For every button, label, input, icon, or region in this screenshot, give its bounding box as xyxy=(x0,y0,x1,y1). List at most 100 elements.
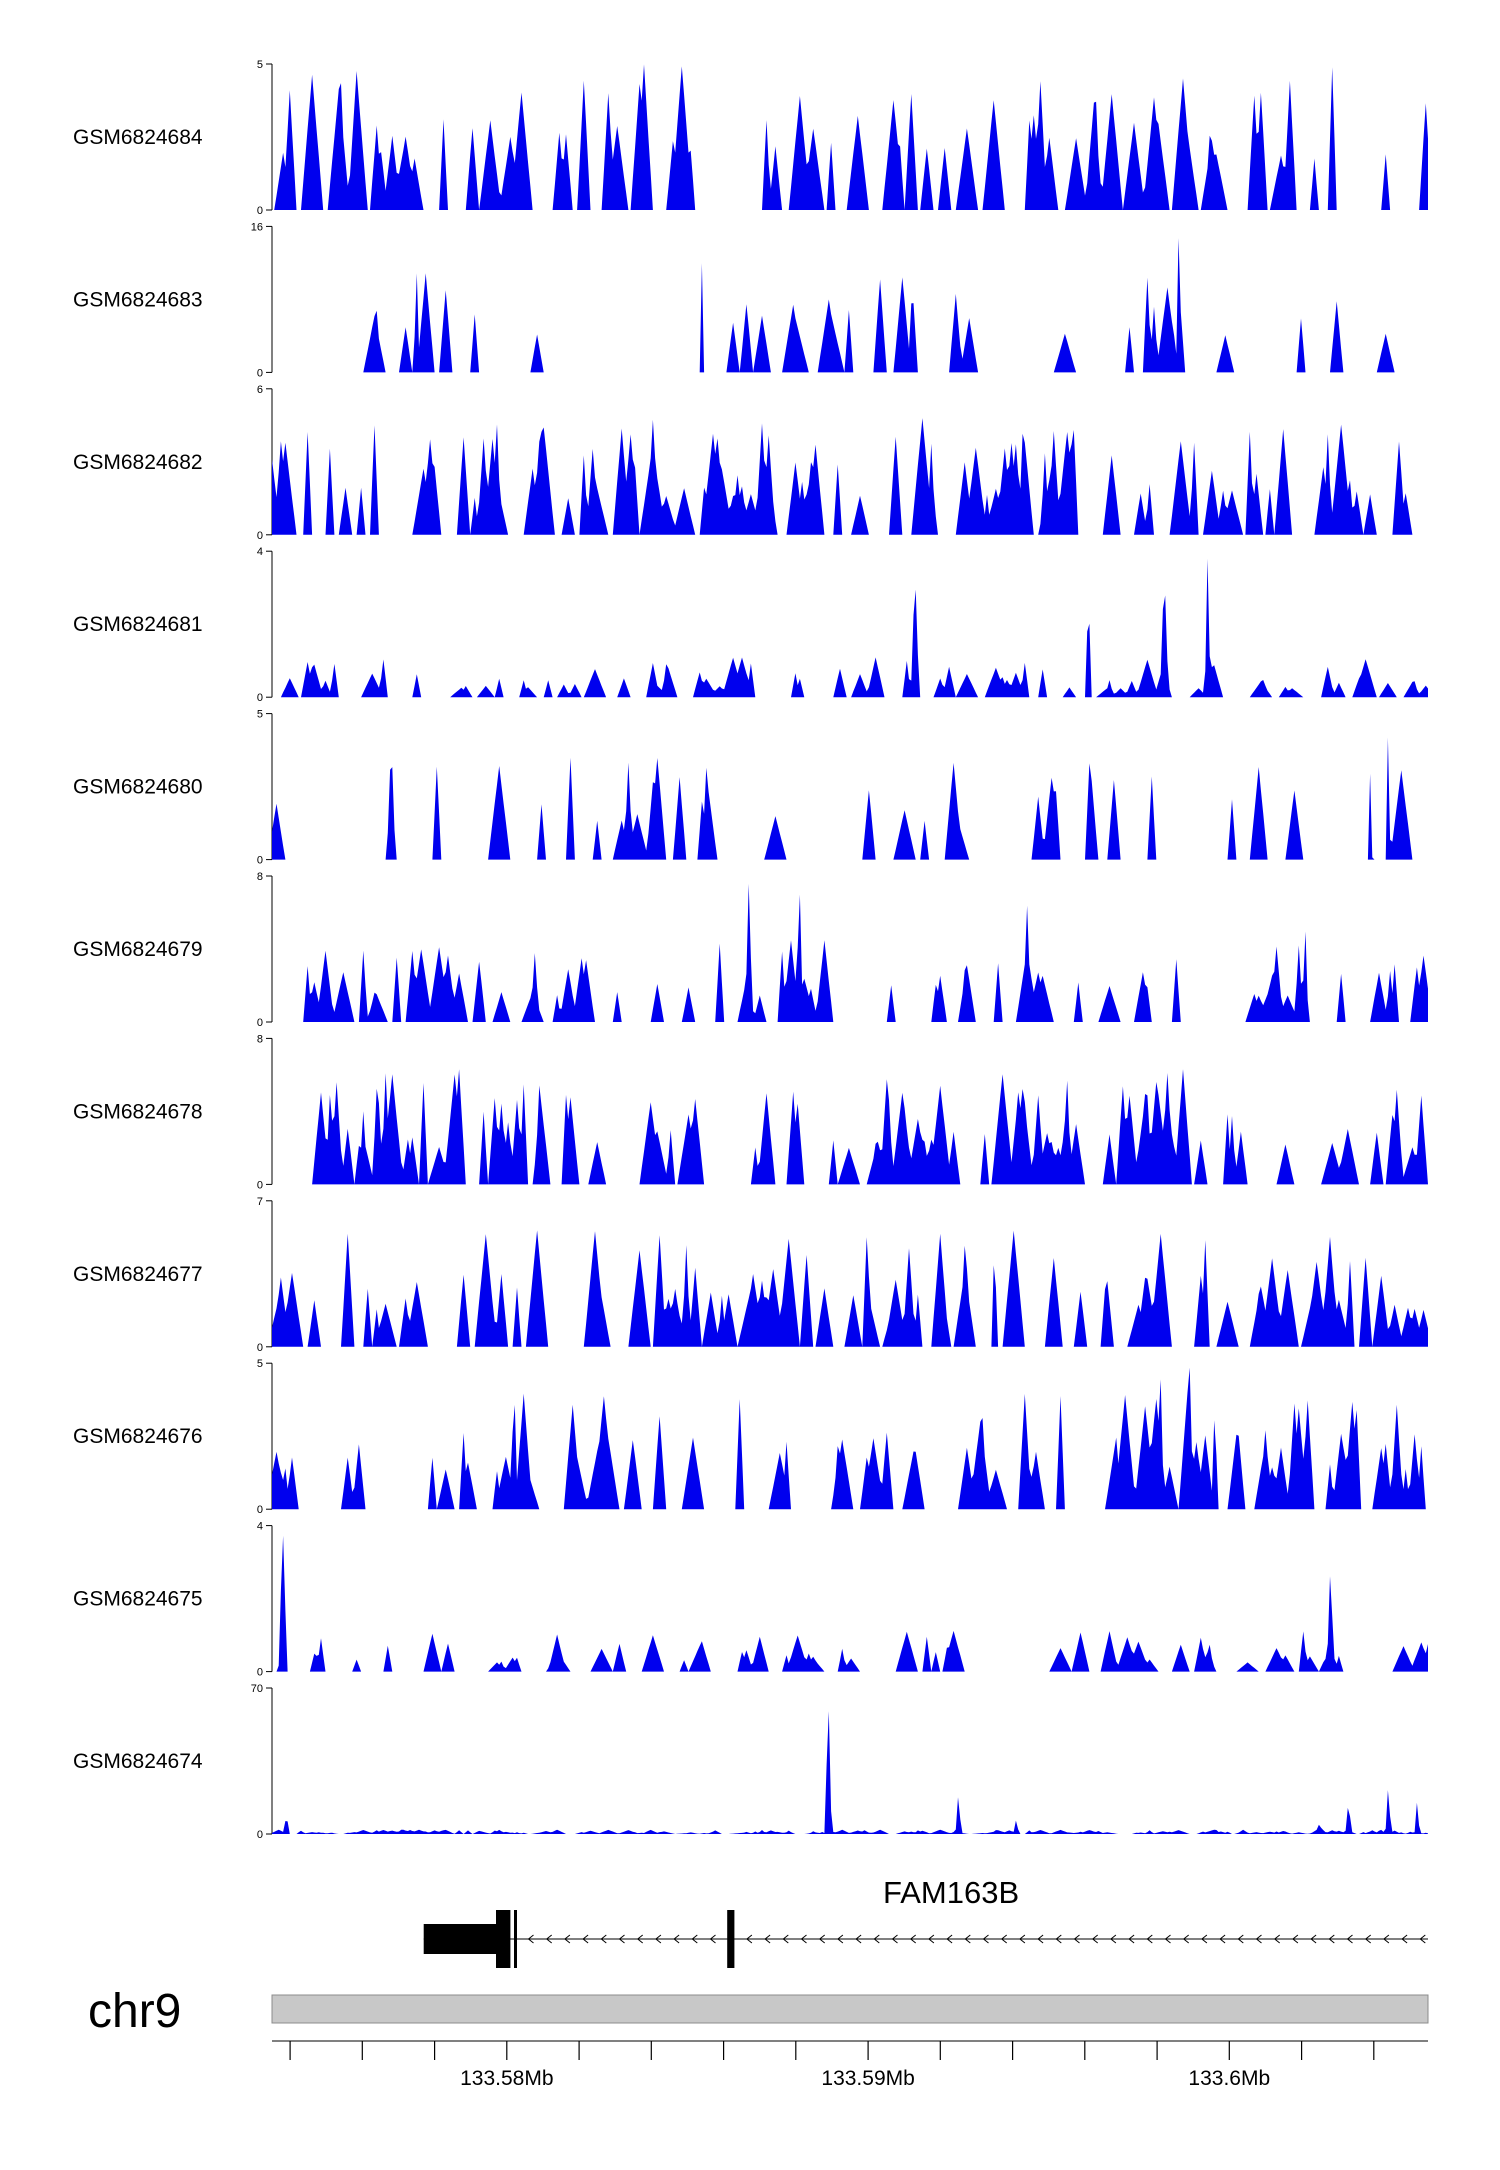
strand-arrow xyxy=(1019,1934,1026,1944)
y-max-label: 5 xyxy=(257,59,263,71)
gene-exon xyxy=(423,1924,496,1954)
strand-arrow xyxy=(1055,1934,1062,1944)
coverage-area xyxy=(272,737,1428,860)
strand-arrow xyxy=(1201,1934,1208,1944)
gene-exon xyxy=(496,1910,511,1968)
y-max-label: 16 xyxy=(251,221,263,233)
y-min-label: 0 xyxy=(257,1829,263,1841)
strand-arrow xyxy=(909,1934,917,1944)
y-max-label: 4 xyxy=(257,546,263,558)
strand-arrow xyxy=(1292,1934,1299,1944)
y-max-label: 5 xyxy=(257,709,263,721)
coverage-area xyxy=(272,1535,1428,1672)
strand-arrow xyxy=(545,1934,553,1944)
coverage-area xyxy=(272,1230,1428,1347)
track-GSM6824677: GSM6824677 7 0 xyxy=(73,1196,1428,1354)
strand-arrow xyxy=(1273,1934,1281,1944)
gene-name-label: FAM163B xyxy=(883,1875,1019,1910)
x-axis-label: 133.6Mb xyxy=(1188,2067,1270,2090)
strand-arrow xyxy=(746,1934,753,1944)
strand-arrow xyxy=(582,1934,589,1944)
y-max-label: 7 xyxy=(257,1196,263,1208)
strand-arrow xyxy=(527,1934,534,1944)
track-label: GSM6824677 xyxy=(73,1263,203,1286)
y-max-label: 8 xyxy=(257,871,263,883)
y-max-label: 4 xyxy=(257,1521,263,1533)
strand-arrow xyxy=(928,1934,935,1944)
strand-arrow xyxy=(1091,1934,1099,1944)
track-GSM6824678: GSM6824678 8 0 xyxy=(73,1033,1428,1191)
y-min-label: 0 xyxy=(257,1179,263,1191)
track-GSM6824675: GSM6824675 4 0 xyxy=(73,1521,1428,1679)
strand-arrow xyxy=(946,1934,953,1944)
strand-arrow xyxy=(1255,1934,1262,1944)
strand-arrow xyxy=(782,1934,789,1944)
track-label: GSM6824681 xyxy=(73,613,203,636)
y-min-label: 0 xyxy=(257,1342,263,1354)
strand-arrow xyxy=(1328,1934,1335,1944)
strand-arrow xyxy=(673,1934,680,1944)
gene-track: FAM163B xyxy=(423,1875,1428,1968)
gene-exon xyxy=(514,1910,517,1968)
y-max-label: 6 xyxy=(257,384,263,396)
y-max-label: 70 xyxy=(251,1683,263,1695)
strand-arrow xyxy=(1110,1934,1117,1944)
strand-arrow xyxy=(709,1934,716,1944)
strand-arrow xyxy=(1000,1934,1008,1944)
y-min-label: 0 xyxy=(257,1667,263,1679)
coverage-area xyxy=(272,64,1428,211)
track-GSM6824674: GSM6824674 70 0 xyxy=(73,1683,1428,1841)
strand-arrow xyxy=(600,1934,607,1944)
strand-arrow xyxy=(1037,1934,1044,1944)
coverage-area xyxy=(272,1069,1428,1185)
track-label: GSM6824675 xyxy=(73,1588,203,1611)
strand-arrow xyxy=(855,1934,862,1944)
y-min-label: 0 xyxy=(257,205,263,217)
strand-arrow xyxy=(1310,1934,1317,1944)
strand-arrow xyxy=(891,1934,898,1944)
y-min-label: 0 xyxy=(257,1504,263,1516)
strand-arrow xyxy=(1346,1934,1353,1944)
strand-arrow xyxy=(1419,1934,1426,1944)
strand-arrow xyxy=(1237,1934,1244,1944)
y-min-label: 0 xyxy=(257,530,263,542)
chromosome-label: chr9 xyxy=(88,1985,181,2038)
strand-arrow xyxy=(618,1934,625,1944)
strand-arrow xyxy=(1073,1934,1080,1944)
track-GSM6824676: GSM6824676 5 0 xyxy=(73,1358,1428,1516)
strand-arrow xyxy=(982,1934,989,1944)
track-label: GSM6824682 xyxy=(73,451,203,474)
signal-tracks: GSM682468450GSM6824683160GSM682468260GSM… xyxy=(73,59,1428,1841)
track-label: GSM6824679 xyxy=(73,938,203,961)
track-label: GSM6824678 xyxy=(73,1100,203,1123)
coverage-area xyxy=(272,883,1428,1022)
y-min-label: 0 xyxy=(257,692,263,704)
chromosome-ideogram xyxy=(271,1994,1429,2024)
strand-arrow xyxy=(764,1934,771,1944)
strand-arrow xyxy=(1401,1934,1408,1944)
strand-arrow xyxy=(800,1934,807,1944)
x-axis-label: 133.58Mb xyxy=(460,2067,553,2090)
track-GSM6824679: GSM6824679 8 0 xyxy=(73,871,1428,1029)
track-label: GSM6824683 xyxy=(73,288,203,311)
track-label: GSM6824680 xyxy=(73,776,203,799)
strand-arrow xyxy=(691,1934,698,1944)
genome-axis: chr9 133.58Mb 133.59Mb 133.6Mb xyxy=(88,1985,1429,2090)
track-GSM6824684: GSM6824684 5 0 xyxy=(73,59,1428,217)
coverage-area xyxy=(272,558,1428,698)
track-label: GSM6824676 xyxy=(73,1425,203,1448)
strand-arrow xyxy=(1164,1934,1171,1944)
strand-arrow xyxy=(964,1934,971,1944)
strand-arrow xyxy=(873,1934,880,1944)
track-GSM6824683: GSM6824683 16 0 xyxy=(73,221,1428,379)
strand-arrow xyxy=(1364,1934,1372,1944)
track-label: GSM6824674 xyxy=(73,1750,203,1773)
strand-arrow xyxy=(655,1934,662,1944)
strand-arrow xyxy=(564,1934,571,1944)
track-label: GSM6824684 xyxy=(73,126,203,149)
y-max-label: 5 xyxy=(257,1358,263,1370)
coverage-area xyxy=(272,238,1428,373)
y-min-label: 0 xyxy=(257,1017,263,1029)
y-max-label: 8 xyxy=(257,1033,263,1045)
